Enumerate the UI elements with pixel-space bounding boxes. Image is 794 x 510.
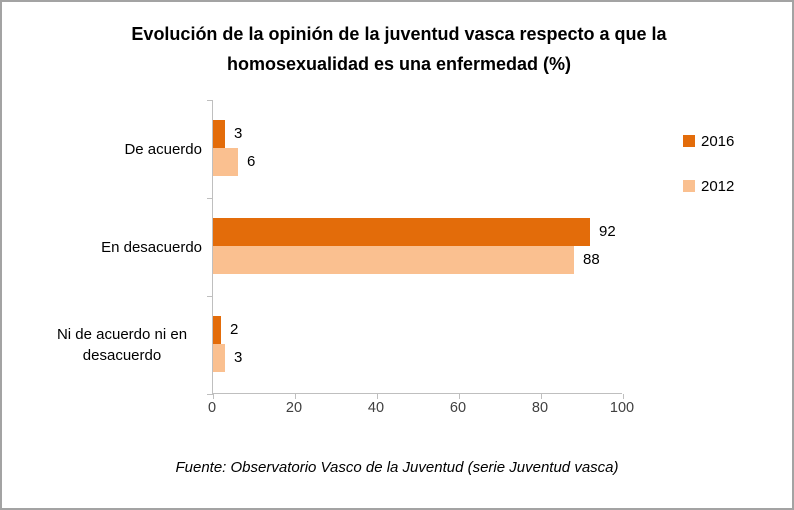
category-label-text: En desacuerdo bbox=[101, 238, 202, 256]
x-axis-tick-label: 0 bbox=[207, 400, 217, 416]
category-label: Ni de acuerdo ni en desacuerdo bbox=[30, 296, 202, 394]
bar-value-label: 2 bbox=[230, 321, 239, 338]
y-axis-tick bbox=[207, 296, 213, 297]
bar-value-label: 3 bbox=[234, 349, 243, 366]
x-axis-tick-label: 40 bbox=[367, 400, 385, 416]
y-axis-tick bbox=[207, 198, 213, 199]
bar-2012 bbox=[213, 246, 574, 274]
bar-2016 bbox=[213, 316, 221, 344]
legend-swatch-icon bbox=[683, 135, 695, 147]
x-axis-tick bbox=[541, 394, 542, 399]
x-axis-tick bbox=[213, 394, 214, 399]
category-label-text: Ni de acuerdo ni en desacuerdo bbox=[56, 326, 188, 364]
category-label: De acuerdo bbox=[30, 100, 202, 198]
x-axis-tick bbox=[295, 394, 296, 399]
x-axis-tick bbox=[459, 394, 460, 399]
legend-item-2016: 2016 bbox=[683, 132, 734, 150]
x-axis-tick-label: 20 bbox=[285, 400, 303, 416]
x-axis-tick bbox=[377, 394, 378, 399]
legend-swatch-icon bbox=[683, 180, 695, 192]
legend-label: 2016 bbox=[701, 132, 735, 150]
legend-item-2012: 2012 bbox=[683, 177, 734, 195]
bar-2012 bbox=[213, 148, 238, 176]
plot-area: 3 6 92 88 2 3 bbox=[207, 100, 624, 399]
bar-value-label: 6 bbox=[247, 153, 256, 170]
legend-label: 2012 bbox=[701, 177, 735, 195]
bar-2016 bbox=[213, 120, 225, 148]
category-label-text: De acuerdo bbox=[124, 140, 202, 158]
source-note: Fuente: Observatorio Vasco de la Juventu… bbox=[175, 459, 619, 476]
category-label: En desacuerdo bbox=[30, 198, 202, 296]
x-axis-tick-label: 80 bbox=[531, 400, 549, 416]
y-axis-tick bbox=[207, 394, 213, 395]
bar-2016 bbox=[213, 218, 590, 246]
bar-value-label: 88 bbox=[583, 251, 600, 268]
legend: 2016 2012 bbox=[683, 132, 734, 195]
bar-2012 bbox=[213, 344, 225, 372]
bar-value-label: 92 bbox=[599, 223, 616, 240]
x-axis-tick-label: 100 bbox=[609, 400, 635, 416]
x-axis-tick-label: 60 bbox=[449, 400, 467, 416]
bar-value-label: 3 bbox=[234, 125, 243, 142]
y-axis-tick bbox=[207, 100, 213, 101]
chart-title: Evolución de la opinión de la juventud v… bbox=[131, 24, 667, 74]
x-axis-tick bbox=[623, 394, 624, 399]
